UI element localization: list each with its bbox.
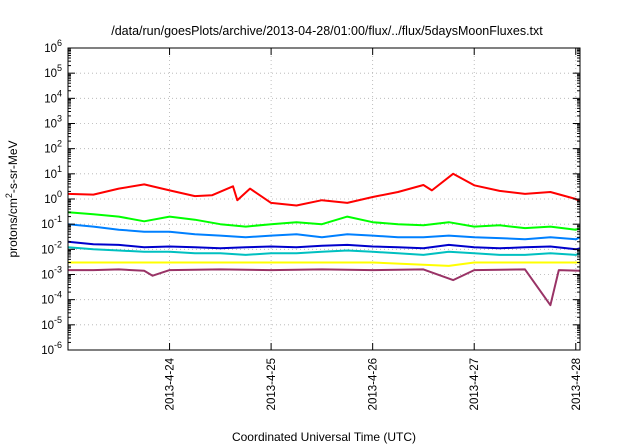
y-tick-label-base: 10 bbox=[41, 270, 54, 282]
y-tick-label-exponent: 3 bbox=[57, 114, 62, 124]
x-axis-ticks: 2013-4-24 2013-4-25 2013-4-26 2013-4-27 2013… bbox=[165, 48, 583, 410]
y-tick-label-exponent: 0 bbox=[57, 189, 62, 199]
y-tick-label-base: 10 bbox=[44, 68, 57, 80]
x-tick-label: 2013-4-27 bbox=[469, 358, 481, 410]
y-tick-label-base: 10 bbox=[44, 43, 57, 55]
y-tick-label-base: 10 bbox=[41, 219, 54, 231]
y-tick-label: 101 bbox=[44, 164, 62, 181]
y-tick-label-base: 10 bbox=[41, 345, 54, 357]
y-tick-label-exponent: -2 bbox=[54, 239, 62, 249]
series-line-2 bbox=[67, 211, 581, 231]
y-tick-label-exponent: -6 bbox=[54, 340, 62, 350]
y-axis-label-prefix: protons/cm bbox=[6, 198, 20, 257]
y-axis-label: protons/cm2-s-sr-MeV bbox=[4, 140, 20, 257]
series-line-3 bbox=[67, 223, 581, 241]
y-tick-label-exponent: -3 bbox=[54, 265, 62, 275]
x-tick-label: 2013-4-28 bbox=[571, 358, 583, 410]
series-line-4 bbox=[67, 240, 581, 251]
x-tick-label: 2013-4-25 bbox=[266, 358, 278, 410]
y-tick-label-base: 10 bbox=[44, 169, 57, 181]
y-tick-label-exponent: -4 bbox=[54, 290, 62, 300]
y-tick-label: 10-4 bbox=[41, 290, 62, 307]
series-line-5 bbox=[67, 246, 581, 256]
grid bbox=[68, 48, 580, 350]
y-tick-label-base: 10 bbox=[41, 295, 54, 307]
y-tick-label: 10-5 bbox=[41, 315, 62, 332]
series-line-7 bbox=[68, 268, 581, 307]
y-tick-label-base: 10 bbox=[41, 244, 54, 256]
y-tick-label-base: 10 bbox=[44, 194, 57, 206]
x-tick-label: 2013-4-24 bbox=[165, 357, 177, 410]
y-tick-label-exponent: 6 bbox=[57, 38, 62, 48]
y-tick-label: 10-6 bbox=[41, 340, 62, 357]
y-tick-label: 10-3 bbox=[41, 265, 62, 282]
series-layer bbox=[67, 172, 581, 307]
y-tick-label-base: 10 bbox=[41, 320, 54, 332]
y-tick-label: 102 bbox=[44, 139, 62, 156]
x-tick-label: 2013-4-26 bbox=[368, 358, 380, 410]
y-tick-label-base: 10 bbox=[44, 119, 57, 131]
y-tick-label: 10-1 bbox=[41, 214, 62, 231]
y-tick-label-exponent: 1 bbox=[57, 164, 62, 174]
chart-title: /data/run/goesPlots/archive/2013-04-28/0… bbox=[111, 24, 543, 38]
y-tick-label: 105 bbox=[44, 63, 62, 80]
y-tick-label: 103 bbox=[44, 114, 62, 131]
series-line-6 bbox=[68, 261, 580, 267]
y-tick-label: 104 bbox=[44, 88, 62, 105]
y-tick-label-exponent: 5 bbox=[57, 63, 62, 73]
y-tick-label-exponent: 2 bbox=[57, 139, 62, 149]
y-tick-label-base: 10 bbox=[44, 144, 57, 156]
y-tick-label-exponent: 4 bbox=[57, 88, 62, 98]
y-tick-label: 10-2 bbox=[41, 239, 62, 256]
y-tick-label-base: 10 bbox=[44, 93, 57, 105]
y-axis-label-suffix: -s-sr-MeV bbox=[6, 140, 20, 193]
y-tick-label: 106 bbox=[44, 38, 62, 55]
x-axis-label: Coordinated Universal Time (UTC) bbox=[232, 430, 416, 444]
y-axis-label-exponent: 2 bbox=[4, 193, 14, 198]
y-tick-label-exponent: -5 bbox=[54, 315, 62, 325]
y-axis-ticks: 10-610-510-410-310-210-11001011021031041… bbox=[41, 38, 580, 357]
y-tick-label: 100 bbox=[44, 189, 62, 206]
y-tick-label-exponent: -1 bbox=[54, 214, 62, 224]
series-line-1 bbox=[67, 172, 581, 207]
